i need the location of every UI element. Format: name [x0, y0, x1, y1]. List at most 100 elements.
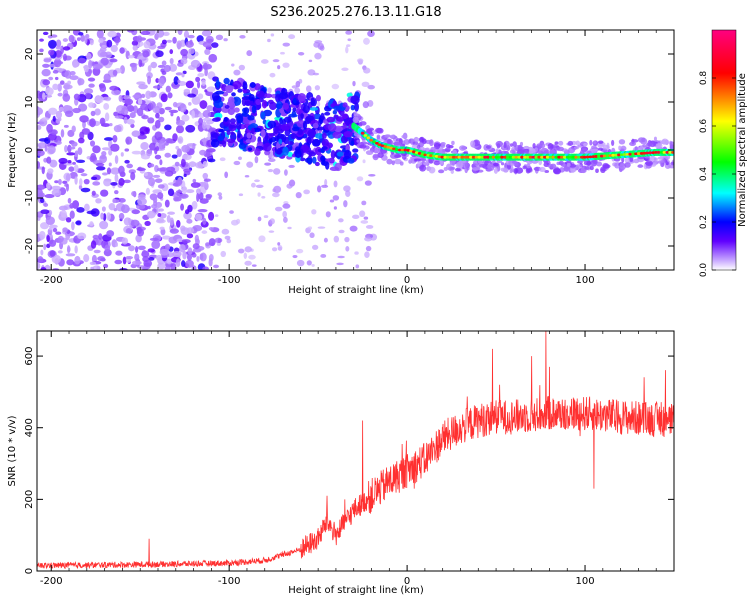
spectrogram-blob [183, 30, 190, 39]
spectrogram-blob [63, 124, 69, 128]
spectrogram-blob [217, 192, 223, 197]
spectrogram-blob [152, 107, 160, 113]
spectrogram-ridge-peak [412, 150, 416, 154]
spectrogram-blob [41, 68, 51, 77]
spectrogram-blob [176, 40, 182, 50]
spectrogram-ridge-peak [366, 136, 371, 140]
spectrogram-blob [51, 189, 62, 197]
spectrogram-blob [657, 156, 665, 160]
spectrogram-blob [449, 166, 456, 171]
spectrogram-blob [175, 145, 180, 150]
spectrogram-blob [312, 72, 320, 76]
spectrogram-blob [233, 107, 240, 113]
spectrogram-blob [208, 211, 215, 221]
spectrogram-blob [92, 145, 101, 154]
spectrogram-blob [414, 158, 422, 162]
spectrogram-blob [63, 46, 71, 51]
spectrogram-blob [270, 33, 275, 37]
spectrogram-blob [202, 172, 209, 180]
spectrogram-blob [314, 85, 321, 91]
spectrogram-ridge-peak [443, 155, 447, 159]
spectrogram-blob [132, 105, 138, 114]
spectrogram-blob [43, 243, 47, 251]
spectrogram-blob [558, 160, 564, 166]
spectrogram-blob [333, 105, 342, 111]
spectrogram-blob [336, 262, 344, 266]
spectrogram-blob [547, 143, 554, 150]
spectrogram-blob [127, 54, 135, 59]
spectrogram-ridge-peak [560, 155, 564, 159]
spectrogram-blob [287, 226, 292, 230]
spectrogram-blob [486, 164, 492, 169]
spectrogram-blob [55, 118, 61, 124]
spectrogram-ridge-peak [545, 155, 550, 159]
spectrogram-blob [254, 83, 261, 91]
spectrogram-blob [92, 181, 101, 186]
spectrogram-blob [201, 230, 208, 234]
spectrogram-blob [101, 147, 111, 151]
spectrogram-blob [180, 48, 189, 57]
spectrogram-blob [76, 37, 81, 41]
spectrogram-blob [640, 137, 648, 145]
spectrogram-blob [227, 107, 235, 116]
snr-y-tick-label: 400 [24, 418, 35, 437]
spectrogram-blob [64, 110, 74, 118]
spectrogram-blob [653, 136, 657, 141]
spectrogram-blob [157, 192, 164, 199]
spectrogram-blob [118, 212, 125, 220]
spectrogram-blob [365, 224, 374, 229]
spectrogram-blob [147, 248, 155, 253]
spectrogram-blob [217, 135, 224, 142]
spectrogram-blob [71, 141, 78, 147]
spectrogram-blob [142, 50, 150, 58]
spectrogram-blob [493, 167, 498, 174]
spectrogram-blob [191, 110, 195, 119]
spectrogram-blob [58, 157, 68, 164]
spectrogram-blob [642, 144, 648, 148]
spectrogram-blob [439, 160, 444, 165]
spectrogram-blob [300, 113, 304, 119]
spectrogram-blob [369, 131, 373, 135]
spectrogram-blob [276, 101, 283, 110]
spectrogram-blob [161, 70, 167, 75]
spectrogram-blob [215, 90, 225, 95]
spectrogram-blob [216, 242, 221, 246]
spectrogram-blob [92, 265, 101, 270]
spectrogram-blob [344, 236, 350, 243]
spectrogram-blob [432, 148, 440, 153]
spectrogram-blob [365, 245, 372, 252]
spectrogram-ridge-peak [520, 155, 524, 159]
spectrogram-ridge-peak [480, 155, 484, 159]
spectrogram-blob [192, 142, 196, 151]
spectrogram-blob [597, 140, 604, 144]
spectrogram-blob [42, 31, 49, 36]
spectrogram-blob [255, 98, 261, 106]
spectrogram-blob [330, 149, 336, 160]
spectrogram-ridge-peak [534, 155, 539, 159]
spectrogram-blob [113, 111, 119, 117]
spectrogram-blob [243, 252, 248, 259]
spectrogram-blob [493, 162, 499, 167]
spectrogram-blob [103, 103, 110, 110]
spectrogram-blob [250, 182, 256, 188]
spectrogram-blob [127, 30, 135, 33]
spectrogram-blob [224, 104, 230, 109]
spectrogram-blob [317, 101, 321, 107]
spectrogram-blob [233, 84, 238, 90]
spectrogram-blob [64, 183, 69, 187]
spectrogram-blob [554, 141, 559, 145]
spectrogram-blob [83, 88, 94, 95]
spectrogram-blob [42, 92, 46, 100]
spectrogram-blob [164, 170, 174, 177]
spectrogram-blob [154, 154, 162, 160]
spectrogram-blob [314, 161, 320, 167]
spectrogram-blob [140, 103, 149, 111]
snr-ticks: -200 -100 0 100 0 200 400 600 [24, 331, 675, 587]
spectrogram-blob [539, 166, 546, 173]
spectrogram-ridge-peak [671, 151, 674, 154]
spectrogram-blob [205, 194, 212, 201]
spectrogram-ridge-peak [429, 154, 433, 158]
spectrogram-blob [428, 166, 436, 174]
spectrogram-blob [246, 132, 252, 139]
spectrogram-blob [147, 65, 152, 73]
